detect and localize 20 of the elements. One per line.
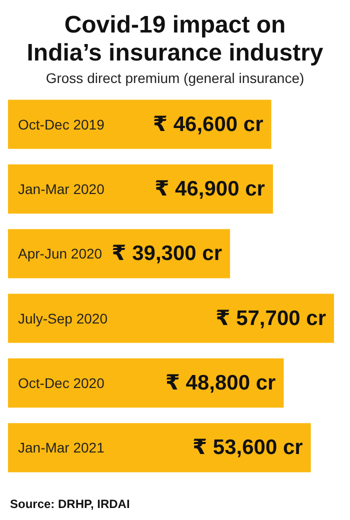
data-label: ₹ 46,600 cr (152, 112, 264, 136)
y-tick-label: Apr-Jun 2020 (18, 246, 102, 262)
y-tick-label: Oct-Dec 2019 (18, 116, 105, 132)
bar (8, 100, 272, 149)
data-label: ₹ 39,300 cr (112, 242, 222, 266)
y-tick-label: Jan-Mar 2021 (18, 440, 105, 456)
data-label: ₹ 57,700 cr (216, 306, 326, 330)
y-tick-label: July-Sep 2020 (18, 310, 108, 326)
data-label: ₹ 53,600 cr (192, 436, 303, 460)
chart-subtitle: Gross direct premium (general insurance) (46, 70, 304, 86)
data-label: ₹ 46,900 cr (154, 178, 265, 200)
bar (8, 423, 311, 472)
chart-title: Covid-19 impact on India’s insurance industry (26, 12, 324, 66)
bar (8, 164, 273, 214)
source-note: Source: DRHP, IRDAI (10, 497, 130, 511)
data-label: ₹ 48,800 cr (165, 372, 276, 394)
bar (8, 358, 284, 408)
y-tick-label: Oct-Dec 2020 (18, 375, 105, 391)
y-tick-label: Jan-Mar 2020 (18, 181, 105, 197)
bar (8, 294, 334, 343)
